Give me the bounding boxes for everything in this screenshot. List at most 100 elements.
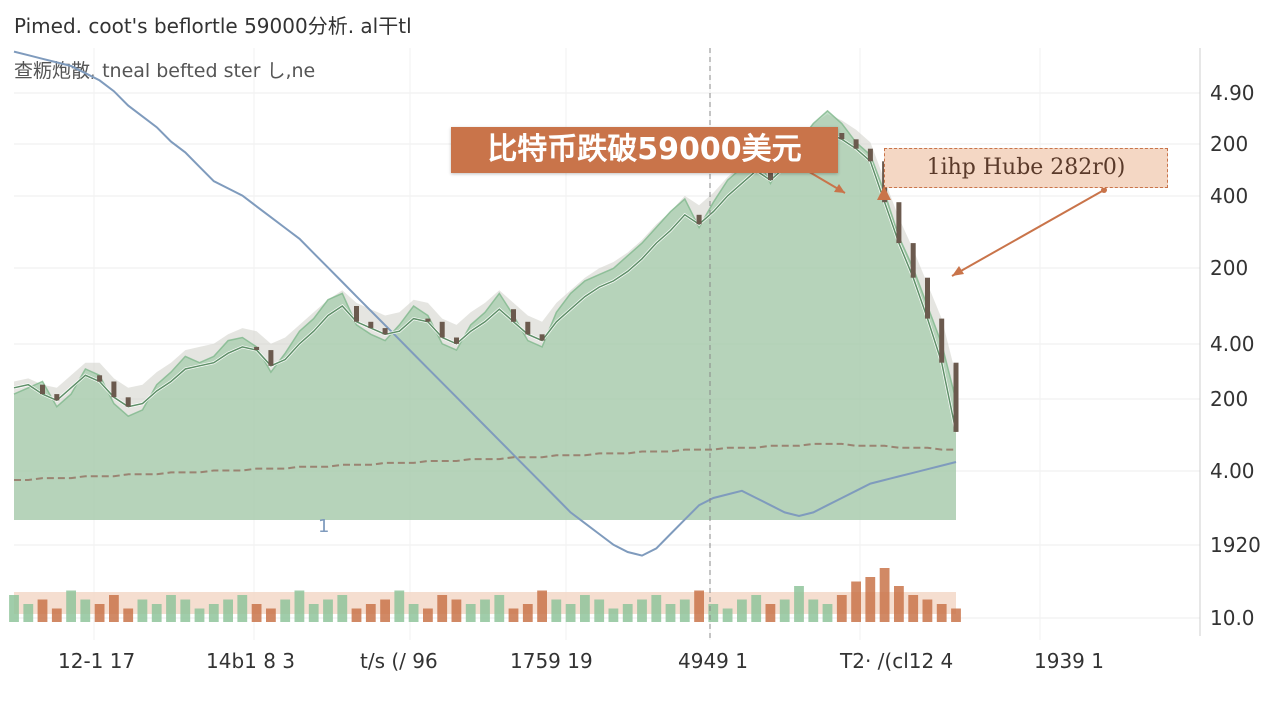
volume-bar — [351, 608, 362, 622]
price-candle — [896, 202, 902, 244]
chart-subtitle: 查粝炮散, tneal befted ster し,ne — [14, 60, 316, 82]
price-candle — [254, 346, 260, 350]
volume-bar — [765, 604, 776, 622]
annotation-callout-secondary: 1ihp Hube 282r0) — [884, 148, 1168, 188]
price-candle — [125, 397, 131, 407]
price-candle — [354, 306, 359, 322]
blue-trend-layer — [13, 50, 957, 557]
price-candle — [382, 328, 388, 335]
volume-bar — [266, 608, 276, 622]
price-candle — [111, 381, 117, 398]
volume-bar — [651, 595, 662, 622]
volume-bar — [722, 608, 733, 622]
volume-bar — [437, 595, 448, 622]
price-candle — [40, 384, 45, 395]
volume-bar — [580, 595, 590, 622]
y-tick-label: 4.00 — [1210, 459, 1255, 483]
volume-bar — [879, 568, 890, 622]
volume-bar — [194, 608, 205, 622]
volume-bar — [608, 608, 619, 622]
x-tick-label: T2· /(cl12 4 — [839, 649, 953, 673]
price-candle — [925, 277, 930, 319]
volume-bar — [237, 595, 248, 622]
volume-bar — [294, 590, 305, 622]
volume-bar — [508, 608, 519, 622]
volume-bar — [665, 604, 676, 622]
volume-bar — [894, 586, 904, 622]
volume-bar — [594, 599, 605, 622]
price-candle — [454, 337, 459, 344]
volume-bar — [423, 608, 433, 622]
y-tick-label: 200 — [1210, 256, 1248, 280]
x-tick-label: 14b1 8 3 — [206, 649, 295, 673]
y-axis-ticks: 4.90 200 400 200 4.00 200 4.00 1920 10.0 — [1210, 81, 1261, 630]
x-axis-ticks: 12-1 17 14b1 8 3 t/s (/ 96 1759 19 4949 1 T2·… — [58, 649, 1104, 673]
x-tick-label: 4949 1 — [678, 649, 748, 673]
annotation-marker-up — [877, 186, 891, 200]
volume-bar — [394, 590, 405, 622]
volume-bar — [622, 604, 633, 622]
moving-average-layer — [14, 442, 956, 481]
volume-bar — [936, 604, 947, 622]
volume-bar — [637, 599, 647, 622]
annotation-dot — [1101, 187, 1107, 193]
volume-bar — [365, 604, 376, 622]
volume-bar — [180, 599, 191, 622]
moving-average-line — [14, 442, 956, 481]
x-tick-label: t/s (/ 96 — [360, 649, 438, 673]
volume-bars — [9, 568, 961, 622]
volume-bar — [109, 595, 119, 622]
volume-bar — [166, 595, 176, 622]
x-tick-label: 1939 1 — [1034, 649, 1104, 673]
volume-bar — [751, 595, 762, 622]
y-tick-label: 400 — [1210, 184, 1248, 208]
price-candle — [910, 243, 916, 278]
volume-bar — [779, 599, 790, 622]
volume-bar — [66, 590, 76, 622]
volume-bar — [123, 608, 134, 622]
price-candle — [268, 350, 274, 366]
price-candle — [939, 318, 945, 363]
volume-bar — [37, 599, 48, 622]
y-tick-label: 10.0 — [1210, 606, 1255, 630]
volume-bar — [737, 599, 747, 622]
annotation-callout-primary: 比特币跌破59000美元 — [451, 127, 838, 173]
volume-bar — [551, 599, 562, 622]
volume-bar — [137, 599, 148, 622]
volume-bar — [908, 595, 919, 622]
volume-bar — [451, 599, 462, 622]
volume-bar — [380, 599, 390, 622]
volume-bar — [408, 604, 419, 622]
volume-bar — [851, 581, 861, 622]
chart-title: Pimed. coot's beflortle 59000分析. al干tl — [14, 14, 412, 38]
volume-bar — [480, 599, 490, 622]
price-candle — [853, 139, 859, 149]
x-tick-label: 12-1 17 — [58, 649, 135, 673]
volume-bar — [9, 595, 19, 622]
volume-bar — [51, 608, 62, 622]
annotation-arrowhead-secondary — [952, 266, 964, 276]
volume-bar — [151, 604, 162, 622]
volume-bar — [251, 604, 262, 622]
y-tick-label: 200 — [1210, 132, 1248, 156]
volume-bar — [494, 595, 505, 622]
price-candle — [511, 309, 516, 322]
y-tick-label: 1920 — [1210, 533, 1261, 557]
price-candle — [97, 375, 103, 382]
y-tick-label: 4.90 — [1210, 81, 1255, 105]
volume-bar — [522, 604, 533, 622]
volume-bar — [280, 599, 291, 622]
volume-bar — [337, 595, 348, 622]
volume-bar — [537, 590, 547, 622]
volume-bar — [208, 604, 219, 622]
volume-bar — [94, 604, 105, 622]
volume-bar — [836, 595, 847, 622]
blue-trend-line — [13, 50, 957, 557]
price-candle — [539, 334, 545, 341]
price-candle — [696, 214, 702, 225]
y-tick-label: 200 — [1210, 387, 1248, 411]
volume-bar — [922, 599, 933, 622]
green-envelope-area — [14, 110, 956, 521]
price-candle — [54, 394, 60, 401]
